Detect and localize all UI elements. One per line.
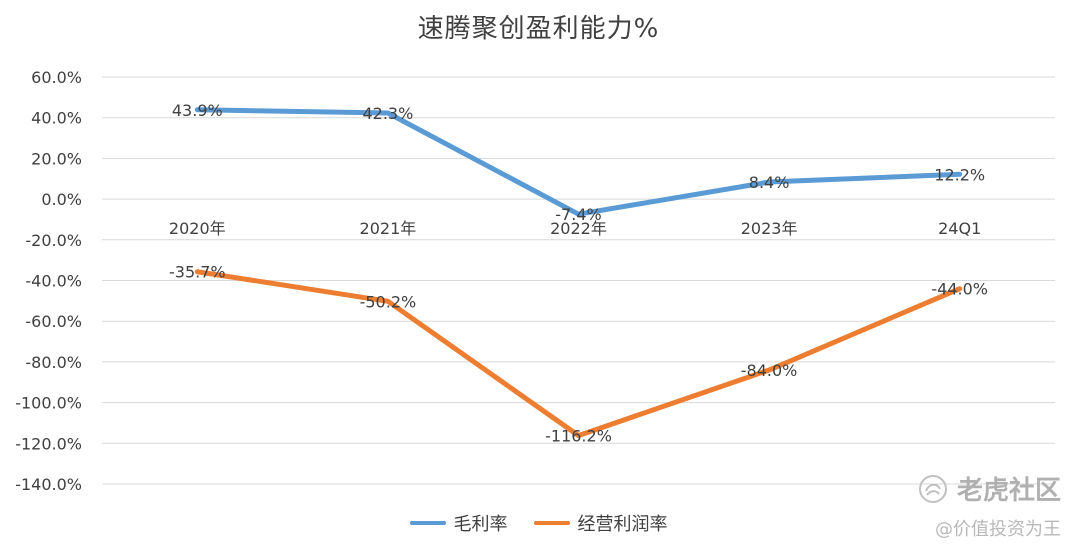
gridlines bbox=[102, 76, 1055, 485]
y-tick-label: 60.0% bbox=[31, 68, 82, 87]
x-category-label: 2021年 bbox=[360, 219, 417, 238]
y-tick-label: -20.0% bbox=[25, 231, 82, 250]
x-axis-category-labels: 2020年 2021年 2022年 2023年 24Q1 bbox=[169, 219, 981, 238]
data-label: 43.9% bbox=[172, 101, 223, 120]
y-tick-label: -60.0% bbox=[25, 312, 82, 331]
y-tick-label: -80.0% bbox=[25, 353, 82, 372]
data-label: -116.2% bbox=[545, 427, 612, 446]
x-category-label: 2022年 bbox=[550, 219, 607, 238]
legend-item-gross-margin: 毛利率 bbox=[409, 510, 508, 536]
y-tick-label: -120.0% bbox=[15, 434, 82, 453]
series-line-gross-margin bbox=[194, 107, 963, 217]
y-tick-label: 0.0% bbox=[41, 190, 82, 209]
y-tick-label: -100.0% bbox=[15, 394, 82, 413]
data-labels: 43.9% 42.3% -7.4% 8.4% 12.2% -35.7% -50.2% -116… bbox=[169, 101, 988, 446]
x-category-label: 2023年 bbox=[741, 219, 798, 238]
chart-title: 速腾聚创盈利能力% bbox=[417, 14, 660, 44]
legend-label-operating-margin: 经营利润率 bbox=[577, 514, 668, 535]
legend-swatch-gross-margin bbox=[409, 521, 446, 525]
y-tick-label: 20.0% bbox=[31, 149, 82, 168]
data-label: -84.0% bbox=[741, 361, 798, 380]
data-label: -44.0% bbox=[931, 280, 988, 299]
data-label: -35.7% bbox=[169, 263, 226, 282]
y-tick-label: -140.0% bbox=[15, 475, 82, 494]
series-line-operating-margin bbox=[194, 269, 963, 439]
data-label: -50.2% bbox=[360, 292, 417, 311]
legend-item-operating-margin: 经营利润率 bbox=[533, 510, 668, 536]
x-category-label: 24Q1 bbox=[938, 219, 981, 238]
legend-swatch-operating-margin bbox=[533, 521, 570, 525]
data-label: 8.4% bbox=[749, 173, 790, 192]
series-lines bbox=[194, 107, 963, 439]
legend-label-gross-margin: 毛利率 bbox=[453, 514, 508, 535]
chart-legend: 毛利率 经营利润率 bbox=[0, 510, 1077, 536]
x-category-label: 2020年 bbox=[169, 219, 226, 238]
y-tick-label: -40.0% bbox=[25, 272, 82, 291]
data-label: 12.2% bbox=[934, 165, 985, 184]
y-axis-tick-labels: 60.0% 40.0% 20.0% 0.0% -20.0% -40.0% -60.0% -80… bbox=[15, 68, 82, 494]
data-label: -7.4% bbox=[555, 205, 601, 224]
data-label: 42.3% bbox=[362, 104, 413, 123]
y-tick-label: 40.0% bbox=[31, 109, 82, 128]
